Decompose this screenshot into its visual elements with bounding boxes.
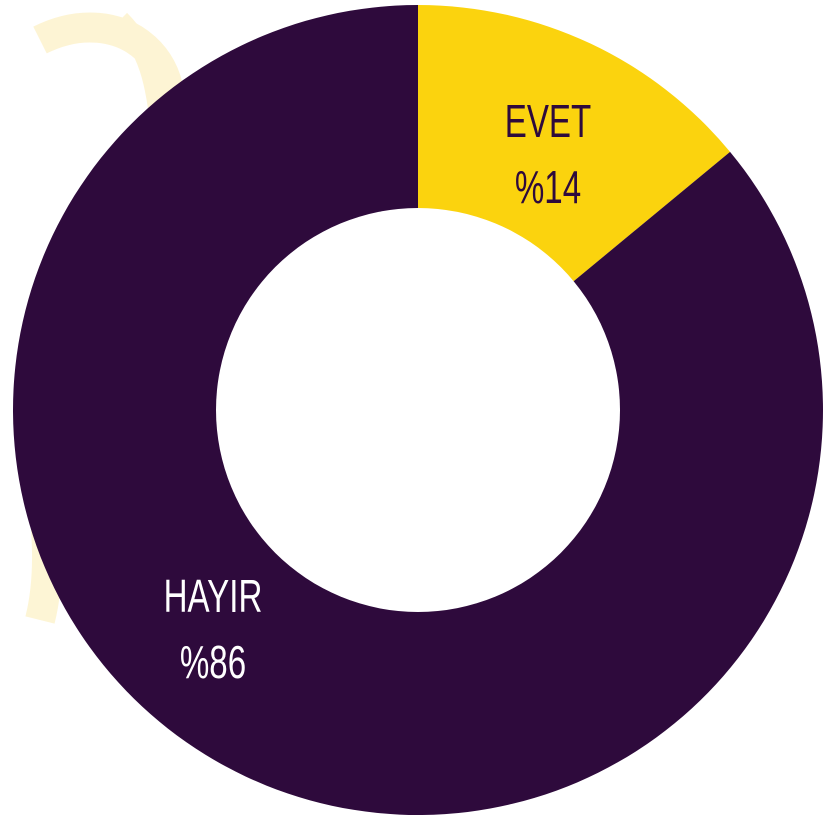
category-label: EVET — [505, 97, 592, 147]
slice-label: EVET %14 — [505, 97, 592, 213]
category-label: HAYIR — [164, 572, 263, 622]
slice-label: HAYIR %86 — [164, 572, 263, 688]
value-label: %86 — [180, 638, 246, 688]
value-label: %14 — [515, 163, 581, 213]
labels: EVET %14 HAYIR %86 — [164, 97, 592, 688]
donut-hole — [216, 208, 620, 612]
